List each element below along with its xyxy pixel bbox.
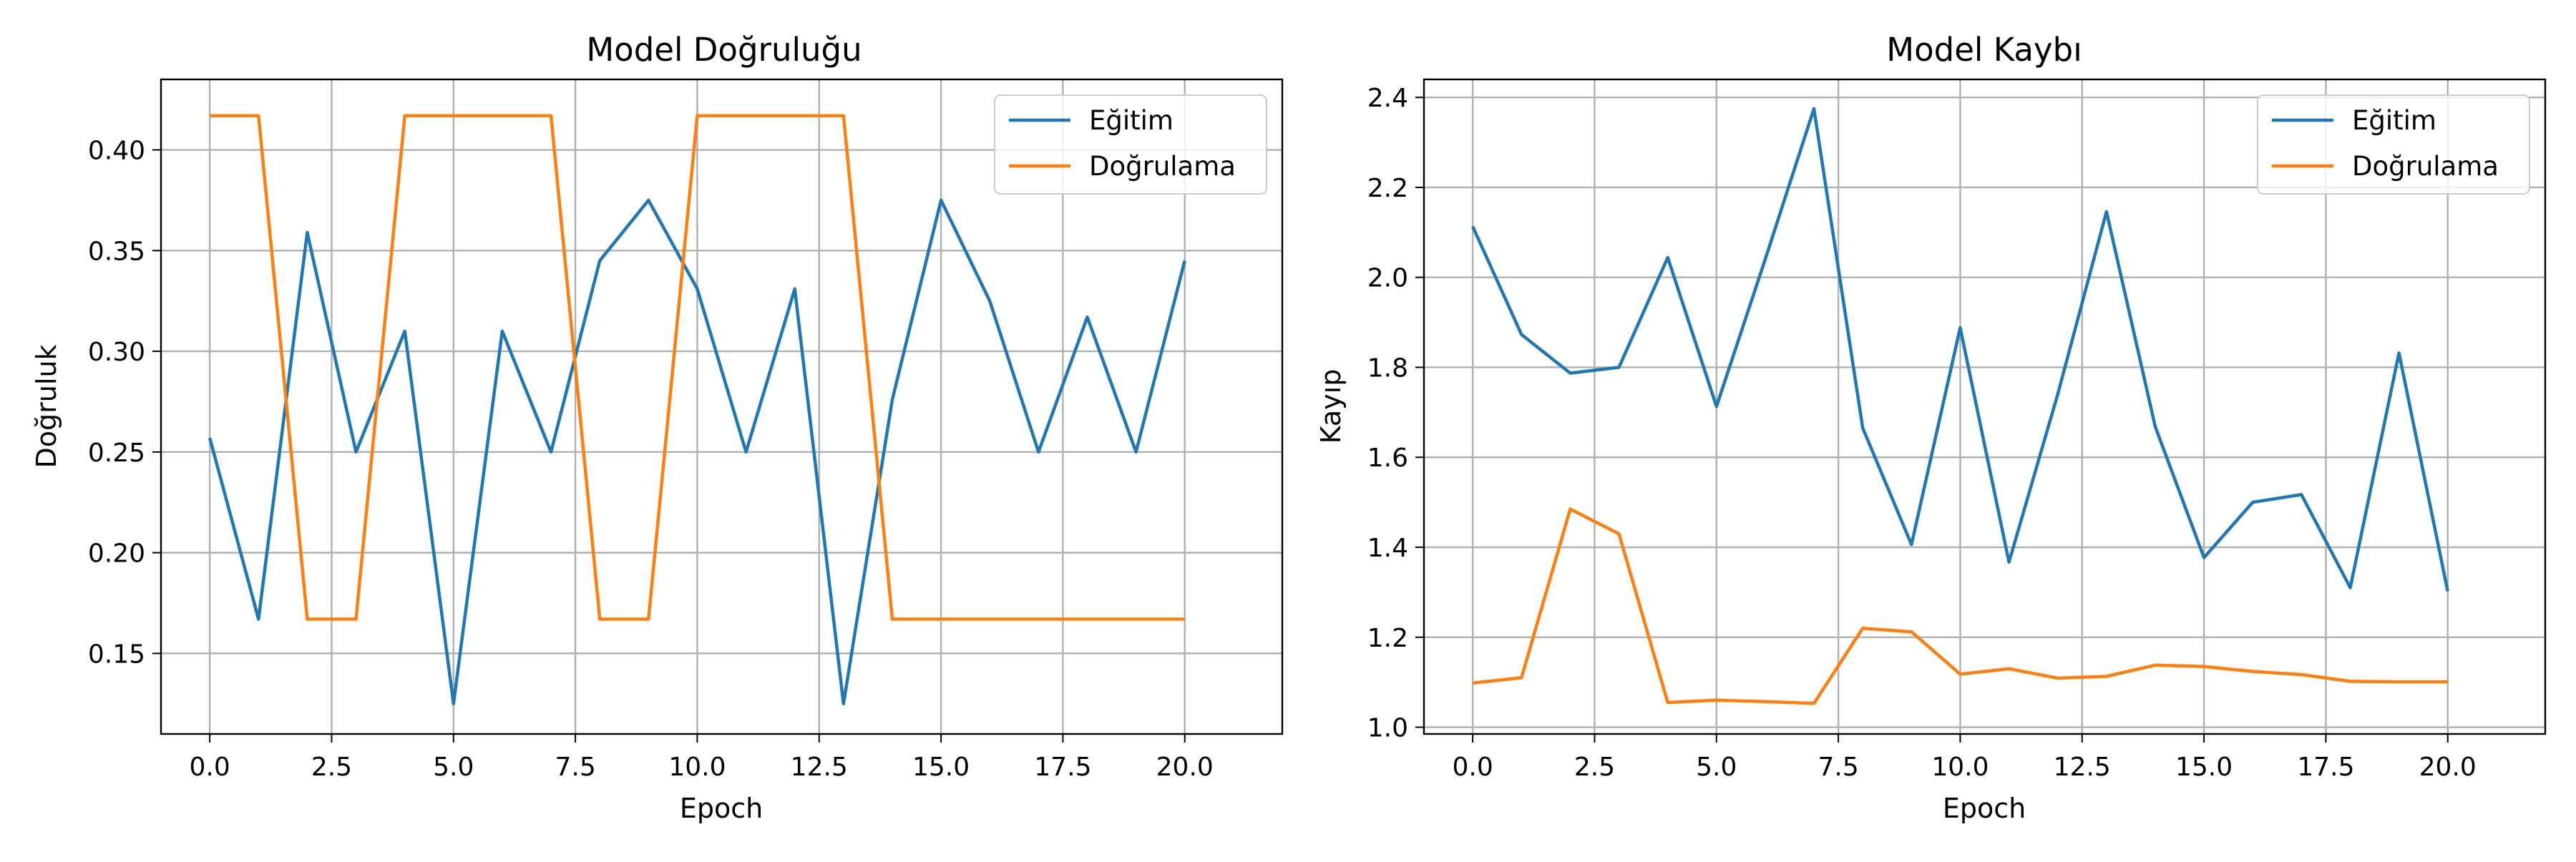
x-tick-label: 5.0 [433, 753, 474, 782]
x-tick-label: 0.0 [1452, 753, 1493, 782]
x-tick-label: 10.0 [668, 753, 726, 782]
accuracy-chart: Model Doğruluğu 0.0 2.5 5.0 7.5 10.0 12.5 15.0… [31, 31, 1284, 824]
x-tick-label: 20.0 [1156, 753, 1214, 782]
y-tick-label: 1.6 [1367, 444, 1408, 473]
x-axis-label: Epoch [680, 793, 763, 824]
plot-frame [1423, 78, 2547, 735]
y-tick-label: 1.2 [1367, 624, 1408, 653]
x-tick-label: 10.0 [1931, 753, 1989, 782]
x-tick-label: 0.0 [189, 753, 230, 782]
y-axis-label: Doğruluk [31, 345, 62, 469]
chart-title: Model Doğruluğu [586, 31, 862, 69]
x-tick-label: 12.5 [791, 753, 848, 782]
axis-ticks: 0.0 2.5 5.0 7.5 10.0 12.5 15.0 17.5 20.0 0.15 0.20… [88, 137, 1214, 782]
x-tick-label: 17.5 [1034, 753, 1091, 782]
y-tick-label: 0.20 [88, 539, 145, 569]
y-axis-label: Kayıp [1315, 369, 1347, 444]
series-line-dogrulama [1472, 507, 2448, 705]
x-tick-label: 20.0 [2419, 753, 2477, 782]
legend-label-egitim: Eğitim [2352, 105, 2436, 136]
series-line-dogrulama [210, 114, 1185, 621]
x-tick-label: 12.5 [2054, 753, 2111, 782]
x-tick-label: 2.5 [311, 753, 352, 782]
y-tick-label: 1.4 [1367, 534, 1408, 563]
series-line-egitim [1471, 107, 2449, 592]
legend-label-dogrulama: Doğrulama [2352, 151, 2499, 182]
x-tick-label: 7.5 [555, 753, 595, 782]
legend-label-dogrulama: Doğrulama [1089, 151, 1236, 182]
y-tick-label: 2.0 [1367, 264, 1408, 293]
y-tick-label: 0.30 [88, 338, 145, 367]
y-tick-label: 0.25 [88, 439, 145, 468]
plot-frame [160, 78, 1284, 735]
series-group [1471, 107, 2449, 705]
x-tick-label: 2.5 [1574, 753, 1615, 782]
legend: Eğitim Doğrulama [994, 94, 1267, 195]
y-tick-label: 0.40 [88, 137, 145, 166]
loss-chart: Model Kaybı 0.0 2.5 5.0 7.5 10.0 12.5 15.0 17.5… [1315, 31, 2547, 824]
x-tick-label: 5.0 [1696, 753, 1737, 782]
y-tick-label: 0.15 [88, 640, 145, 669]
x-tick-label: 17.5 [2297, 753, 2354, 782]
x-axis-label: Epoch [1943, 793, 2026, 824]
series-group [208, 114, 1186, 706]
axis-ticks: 0.0 2.5 5.0 7.5 10.0 12.5 15.0 17.5 20.0 1.0 1.2 1.… [1367, 84, 2477, 782]
chart-title: Model Kaybı [1886, 31, 2082, 69]
x-tick-label: 15.0 [2175, 753, 2233, 782]
legend: Eğitim Doğrulama [2257, 94, 2530, 195]
y-tick-label: 1.8 [1367, 353, 1408, 383]
y-tick-label: 2.2 [1367, 174, 1408, 203]
y-tick-label: 1.0 [1367, 714, 1408, 743]
legend-label-egitim: Eğitim [1089, 105, 1174, 136]
x-tick-label: 15.0 [912, 753, 970, 782]
series-line-egitim [208, 198, 1186, 706]
y-tick-label: 2.4 [1367, 84, 1408, 113]
y-tick-label: 0.35 [88, 237, 145, 266]
x-tick-label: 7.5 [1818, 753, 1858, 782]
